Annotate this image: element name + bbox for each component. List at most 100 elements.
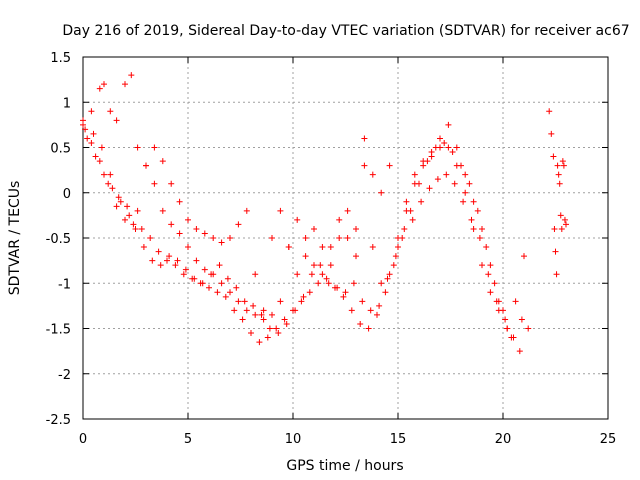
- data-point: [185, 244, 191, 251]
- data-point: [378, 280, 385, 287]
- data-point: [553, 271, 560, 278]
- data-point: [308, 271, 315, 278]
- data-point: [193, 225, 200, 232]
- data-point: [428, 153, 435, 160]
- data-point: [222, 293, 229, 300]
- x-tick-label: 0: [79, 432, 87, 447]
- data-point: [453, 162, 460, 169]
- data-point: [302, 235, 309, 241]
- data-point: [502, 316, 509, 323]
- x-tick-label: 5: [184, 432, 192, 447]
- data-point: [132, 225, 139, 232]
- data-point: [239, 316, 246, 323]
- data-point: [281, 316, 288, 323]
- data-point: [445, 121, 452, 128]
- data-point: [92, 153, 99, 160]
- data-point: [418, 198, 425, 205]
- data-point: [105, 180, 112, 187]
- data-point: [138, 225, 145, 232]
- y-tick-label: -0.5: [46, 232, 71, 247]
- y-axis-label: SDTVAR / TECUs: [7, 181, 23, 296]
- data-point: [113, 117, 120, 124]
- data-point: [353, 253, 359, 260]
- data-point: [512, 298, 519, 305]
- data-point: [344, 207, 351, 214]
- data-point: [122, 216, 128, 223]
- data-point: [292, 307, 299, 314]
- series-track-5: [546, 108, 569, 278]
- data-point: [420, 158, 427, 165]
- data-point: [115, 194, 122, 201]
- data-point: [311, 262, 317, 269]
- data-point: [558, 225, 565, 232]
- data-point: [206, 284, 212, 291]
- data-point: [317, 262, 324, 269]
- data-point: [159, 207, 166, 214]
- data-point: [277, 298, 284, 305]
- data-point: [199, 280, 206, 287]
- data-point: [403, 198, 410, 205]
- data-point: [340, 293, 347, 300]
- data-point: [258, 311, 265, 318]
- data-point: [134, 207, 141, 214]
- data-point: [560, 162, 567, 169]
- data-point: [248, 330, 254, 337]
- data-point: [384, 275, 391, 282]
- data-point: [302, 253, 309, 260]
- data-point: [214, 289, 221, 296]
- data-point: [449, 149, 456, 156]
- data-point: [466, 180, 473, 187]
- data-point: [218, 239, 225, 246]
- data-point: [516, 348, 523, 355]
- data-point: [122, 81, 128, 88]
- data-point: [275, 330, 282, 337]
- data-point: [124, 203, 131, 210]
- data-point: [411, 180, 418, 187]
- y-tick-label: -1.5: [46, 323, 71, 338]
- data-point: [84, 135, 91, 142]
- data-point: [554, 162, 561, 169]
- data-point: [348, 307, 355, 314]
- x-tick-label: 15: [390, 432, 407, 447]
- x-axis-label: GPS time / hours: [286, 458, 403, 474]
- data-point: [336, 235, 343, 241]
- data-point: [479, 225, 485, 232]
- data-point: [80, 117, 86, 124]
- x-tick-label: 20: [495, 432, 512, 447]
- data-point: [411, 171, 418, 178]
- data-point: [101, 171, 107, 178]
- data-point: [462, 171, 469, 178]
- data-point: [353, 225, 359, 232]
- data-point: [344, 235, 351, 241]
- data-point: [441, 139, 448, 146]
- data-point: [277, 207, 284, 214]
- data-point: [336, 216, 343, 223]
- data-point: [485, 271, 492, 278]
- data-point: [180, 271, 187, 278]
- data-point: [367, 307, 374, 314]
- data-point: [437, 144, 443, 151]
- data-point: [109, 185, 116, 192]
- data-point: [311, 225, 317, 232]
- data-point: [252, 311, 259, 318]
- data-point: [357, 320, 364, 327]
- data-point: [319, 271, 326, 278]
- data-point: [323, 275, 330, 282]
- data-point: [157, 262, 164, 269]
- data-point: [443, 171, 450, 178]
- data-point: [476, 235, 483, 241]
- data-point: [107, 171, 114, 178]
- data-point: [487, 262, 494, 269]
- x-tick-label: 10: [285, 432, 302, 447]
- data-point: [369, 171, 376, 178]
- data-point: [561, 216, 568, 223]
- data-point: [88, 139, 95, 146]
- data-point: [510, 334, 517, 341]
- data-point: [193, 257, 200, 264]
- y-tick-label: 1.5: [50, 51, 71, 66]
- data-point: [460, 198, 467, 205]
- data-point: [325, 280, 332, 287]
- y-tick-label: -1: [58, 277, 71, 292]
- data-point: [386, 271, 393, 278]
- data-point: [474, 207, 481, 214]
